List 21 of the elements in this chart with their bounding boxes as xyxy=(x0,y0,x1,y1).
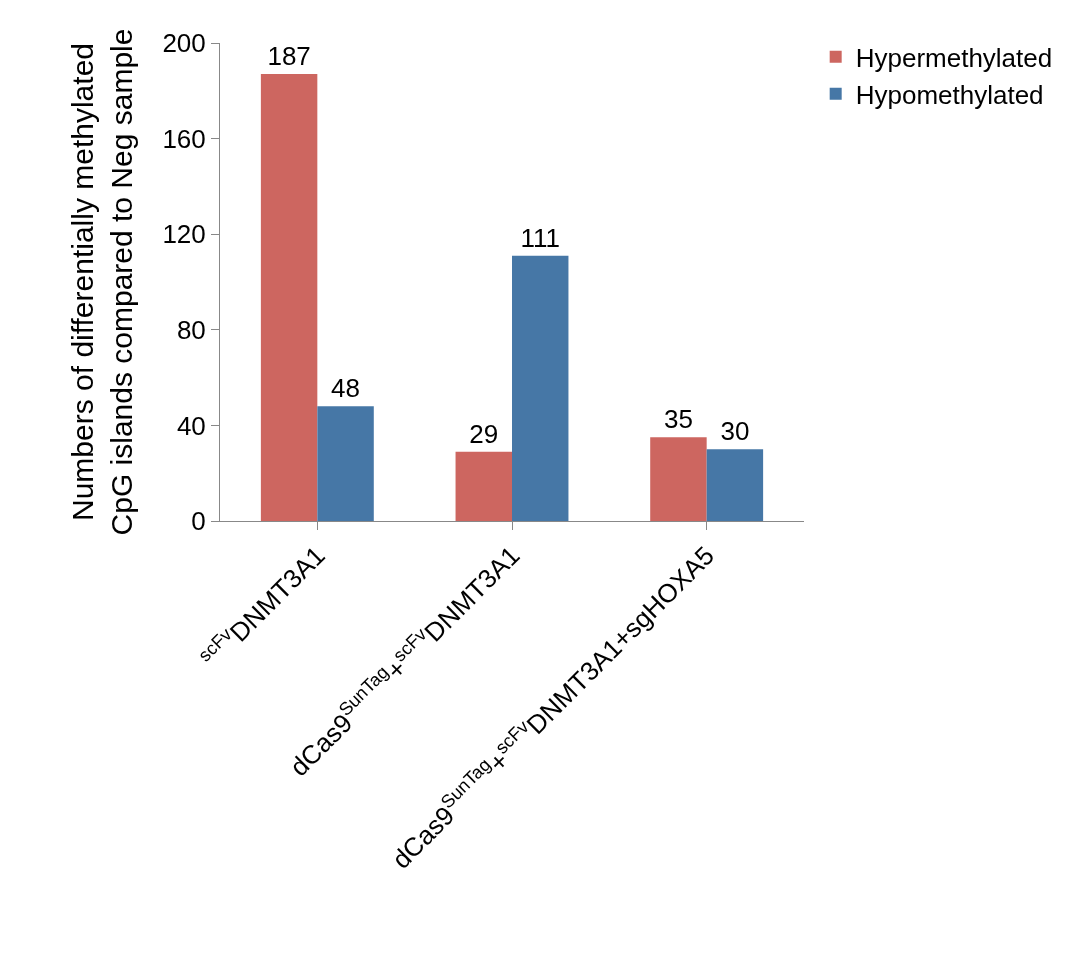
y-tick-label: 40 xyxy=(176,410,206,441)
data-label: 187 xyxy=(267,41,311,72)
y-tick-label: 0 xyxy=(191,506,206,537)
y-tick-label: 80 xyxy=(176,314,206,345)
bar xyxy=(260,74,318,521)
bar xyxy=(317,406,374,521)
bar xyxy=(512,255,569,521)
data-label: 48 xyxy=(331,373,361,404)
data-label: 30 xyxy=(720,416,750,447)
y-tick-label: 200 xyxy=(162,28,206,59)
y-tick-label: 120 xyxy=(162,219,206,250)
legend-label: Hypomethylated xyxy=(855,79,1044,110)
data-label: 35 xyxy=(663,404,693,435)
data-label: 29 xyxy=(469,418,499,449)
bar xyxy=(706,449,764,521)
y-tick-label: 160 xyxy=(162,123,206,154)
data-label: 111 xyxy=(520,222,560,253)
bar xyxy=(650,437,707,521)
y-axis-title: Numbers of differentially methylated CpG islands compared to Neg sample xyxy=(66,28,139,536)
legend-label: Hypermethylated xyxy=(855,42,1053,73)
bar xyxy=(455,451,512,521)
